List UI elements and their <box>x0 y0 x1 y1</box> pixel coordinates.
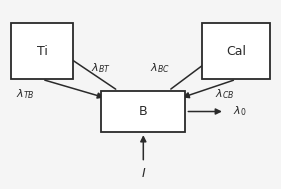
Text: Cal: Cal <box>226 45 246 57</box>
Text: $\lambda_{BC}$: $\lambda_{BC}$ <box>150 61 170 75</box>
Text: $\lambda_{CB}$: $\lambda_{CB}$ <box>215 88 234 101</box>
Text: B: B <box>139 105 148 118</box>
Bar <box>11 23 73 79</box>
Text: Ti: Ti <box>37 45 47 57</box>
Bar <box>202 23 270 79</box>
Text: $\lambda_{0}$: $\lambda_{0}$ <box>233 105 247 119</box>
Text: $\lambda_{TB}$: $\lambda_{TB}$ <box>16 88 35 101</box>
Text: $\lambda_{BT}$: $\lambda_{BT}$ <box>91 61 111 75</box>
Text: I: I <box>141 167 145 180</box>
Bar <box>101 91 185 132</box>
